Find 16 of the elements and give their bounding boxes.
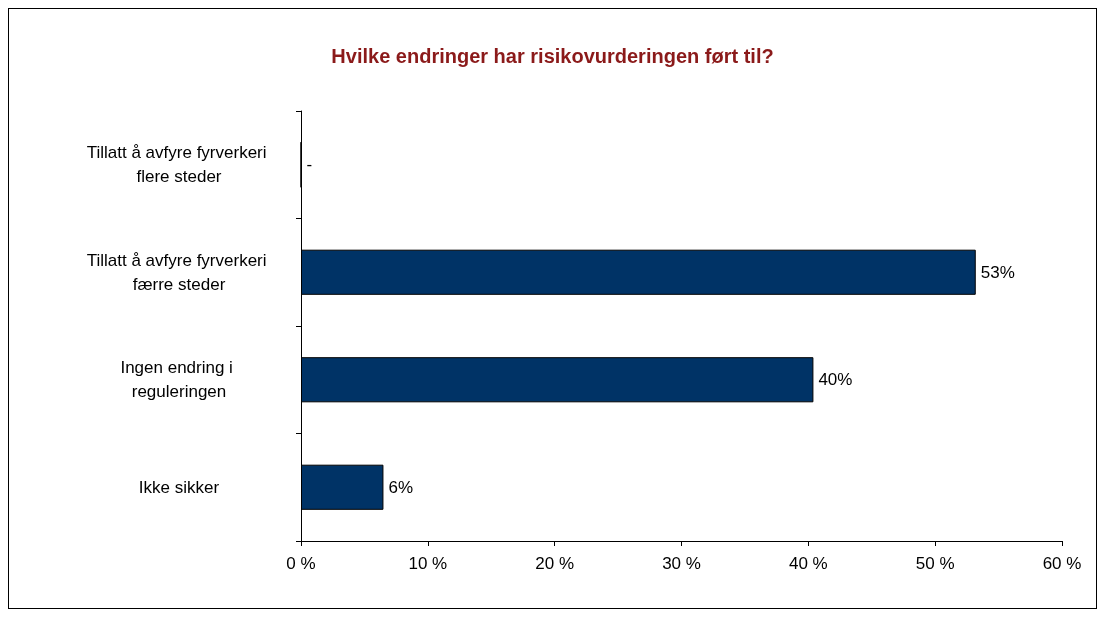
x-tick-label: 50 % bbox=[915, 554, 955, 573]
x-tick-label: 10 % bbox=[408, 554, 448, 573]
x-tick-label: 30 % bbox=[662, 554, 701, 573]
chart-title: Hvilke endringer har risikovurderingen ført til? bbox=[331, 45, 774, 67]
y-tick-label: Ingen endring i reguleringen bbox=[120, 358, 238, 402]
data-label: - bbox=[306, 155, 313, 175]
x-tick-label: 20 % bbox=[535, 554, 575, 573]
y-tick-label: Ikke sikker bbox=[138, 477, 220, 497]
data-label: 53% bbox=[980, 262, 1015, 282]
x-tick-label: 60 % bbox=[1042, 554, 1082, 573]
data-label: 6% bbox=[388, 477, 414, 497]
x-tick-label: 0 % bbox=[286, 554, 316, 573]
x-tick-label: 40 % bbox=[788, 554, 828, 573]
y-tick-label: Tillatt å avfyre fyrverkeri færre steder bbox=[86, 250, 272, 294]
y-tick-label: Tillatt å avfyre fyrverkeri flere steder bbox=[86, 143, 272, 187]
data-label: 40% bbox=[818, 370, 853, 390]
